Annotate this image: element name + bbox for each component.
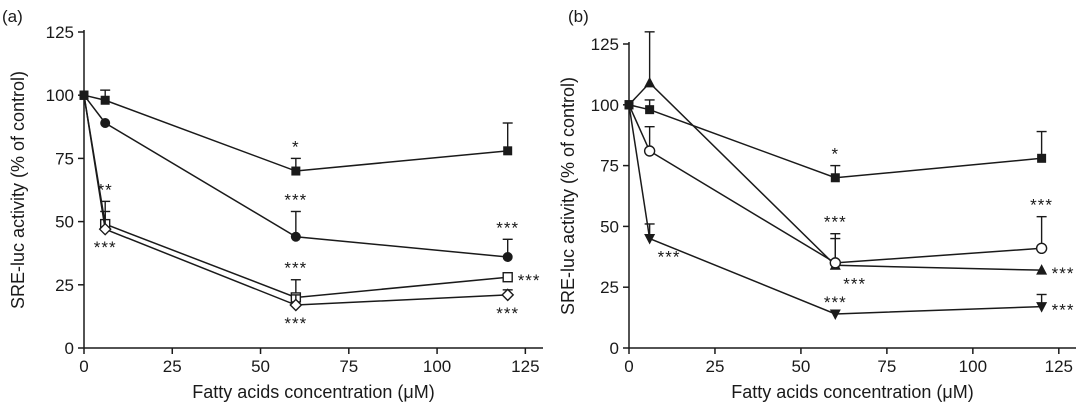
significance-label: *** — [496, 304, 519, 323]
y-axis-label: SRE-luc activity (% of control) — [8, 71, 28, 309]
series-square-filled: * — [624, 99, 1047, 183]
x-tick-label: 50 — [251, 357, 270, 376]
series-line — [628, 104, 1042, 315]
data-point — [100, 95, 110, 105]
data-point — [289, 298, 303, 312]
x-tick-label: 75 — [339, 357, 358, 376]
y-axis-label: SRE-luc activity (% of control) — [558, 77, 578, 315]
y-tick-label: 25 — [55, 276, 74, 295]
panel-label: (b) — [568, 7, 589, 26]
data-point — [643, 145, 656, 157]
data-point — [501, 288, 515, 302]
series-diamond-open: ********* — [79, 90, 519, 333]
x-tick-label: 100 — [959, 357, 987, 376]
chart-panel-a: (a) 0 25 50 75 100 125 0 25 50 75 100 125 Fatty acids… — [2, 7, 543, 402]
y-tick-label: 75 — [55, 149, 74, 168]
x-tick-label: 0 — [79, 357, 88, 376]
series-line — [628, 104, 1042, 264]
y-tick-label: 125 — [46, 23, 74, 42]
x-tick-label: 50 — [791, 357, 810, 376]
x-axis-label: Fatty acids concentration (μM) — [731, 382, 973, 402]
panel-label: (a) — [2, 7, 23, 26]
series-line — [83, 95, 508, 306]
y-tick-label: 100 — [591, 96, 619, 115]
x-tick-label: 25 — [163, 357, 182, 376]
data-point — [98, 222, 112, 236]
data-point — [644, 234, 656, 245]
data-point — [502, 251, 513, 262]
significance-label: *** — [1052, 264, 1075, 283]
series-circle-filled: ****** — [79, 90, 519, 262]
data-point — [829, 309, 841, 320]
y-tick-label: 100 — [46, 86, 74, 105]
significance-label: *** — [284, 190, 307, 209]
data-point — [100, 118, 111, 129]
x-tick-label: 25 — [706, 357, 725, 376]
series-circle-open: *** *** — [624, 100, 1053, 269]
significance-label: *** — [94, 238, 117, 257]
series-line — [628, 81, 1042, 271]
data-point — [290, 231, 301, 242]
data-point — [624, 100, 634, 110]
significance-label: *** — [518, 271, 541, 290]
y-tick-label: 75 — [600, 157, 619, 176]
y-tick-label: 50 — [55, 213, 74, 232]
data-point — [830, 173, 840, 183]
x-tick-label: 125 — [511, 357, 539, 376]
data-point — [1036, 264, 1048, 275]
x-tick-label: 0 — [624, 357, 633, 376]
x-axis-label: Fatty acids concentration (μM) — [192, 382, 434, 402]
significance-label: *** — [658, 248, 681, 267]
significance-label: * — [292, 137, 300, 156]
series-line — [628, 104, 1042, 179]
data-point — [1037, 153, 1047, 163]
significance-label: * — [831, 145, 839, 164]
series-square-open: ******** — [79, 90, 541, 303]
data-point — [79, 90, 89, 100]
series-line — [83, 94, 508, 258]
data-point — [645, 105, 655, 115]
significance-label: *** — [1052, 301, 1075, 320]
y-tick-label: 0 — [610, 339, 619, 358]
y-tick-label: 50 — [600, 217, 619, 236]
significance-label: *** — [284, 259, 307, 278]
data-point — [644, 76, 656, 88]
y-tick-label: 0 — [65, 339, 74, 358]
significance-label: ** — [98, 180, 113, 199]
significance-label: *** — [824, 293, 847, 312]
significance-label: *** — [284, 314, 307, 333]
x-tick-label: 100 — [423, 357, 451, 376]
data-point — [503, 146, 513, 156]
data-point — [291, 166, 301, 176]
series-square-filled: * — [79, 89, 513, 176]
x-tick-label: 125 — [1045, 357, 1073, 376]
x-tick-label: 75 — [877, 357, 896, 376]
data-point — [502, 272, 513, 283]
significance-label: *** — [1030, 196, 1053, 215]
data-point — [1035, 242, 1048, 254]
data-point — [829, 257, 842, 269]
chart-panel-b: (b) 0 25 50 75 100 125 0 25 50 75 100 125 Fatty acids… — [558, 7, 1076, 402]
significance-label: *** — [824, 213, 847, 232]
y-tick-label: 125 — [591, 35, 619, 54]
significance-label: *** — [843, 274, 866, 293]
significance-label: *** — [496, 218, 519, 237]
series-line — [83, 94, 508, 172]
data-point — [1036, 302, 1048, 313]
y-tick-label: 25 — [600, 278, 619, 297]
series-triangle-down-filled: ****** *** — [624, 100, 1075, 320]
series-triangle-up-filled: *** *** — [624, 31, 1075, 293]
